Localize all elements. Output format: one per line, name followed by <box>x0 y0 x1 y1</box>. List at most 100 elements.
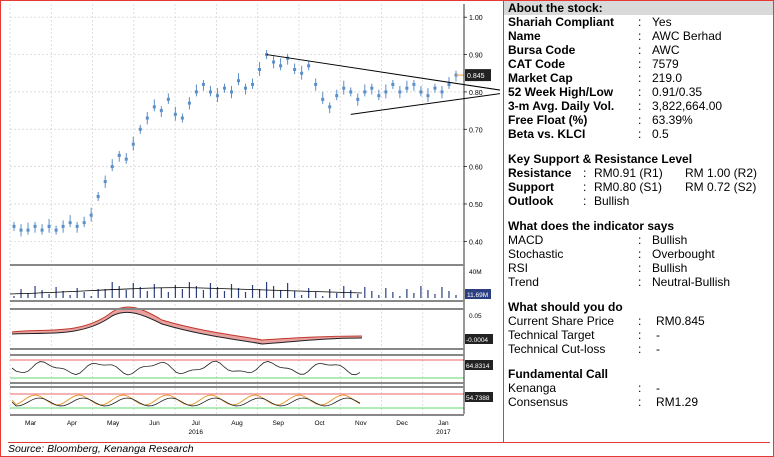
stoch-line <box>11 360 361 376</box>
info-colon: : <box>638 395 642 409</box>
price-candle <box>321 97 325 101</box>
info-row: Bursa Code: AWC <box>504 43 773 57</box>
price-candle <box>131 142 135 146</box>
info-colon: : <box>638 314 642 328</box>
panel-separator <box>10 264 464 266</box>
price-candle <box>159 109 163 113</box>
info-value: RM0.845 <box>656 314 705 328</box>
y-tick-label: 1.00 <box>469 15 483 22</box>
price-candle <box>293 68 297 71</box>
info-value: Neutral-Bullish <box>652 275 731 289</box>
info-row: Free Float (%):63.39% <box>504 113 773 127</box>
fundamental-rows: Kenanga: - Consensus: RM1.29 <box>504 381 773 409</box>
price-candle <box>237 79 241 83</box>
info-value: - <box>656 342 660 356</box>
panel-separator <box>10 308 464 310</box>
price-candle <box>40 228 44 232</box>
y-tick-label: 0.90 <box>469 53 483 60</box>
info-key: Market Cap <box>508 71 573 85</box>
info-key: Current Share Price <box>508 314 615 328</box>
x-year-label: 2017 <box>436 429 451 436</box>
info-colon: : <box>638 15 642 29</box>
info-key: Trend <box>508 275 539 289</box>
price-candle <box>201 82 205 86</box>
fundamental-title: Fundamental Call <box>508 367 609 381</box>
todo-title: What should you do <box>508 300 623 314</box>
y-tick-label: 0.80 <box>469 90 483 97</box>
info-colon: : <box>638 328 642 342</box>
info-value: 7579 <box>652 57 679 71</box>
price-candle <box>286 56 290 60</box>
info-row: RSI: Bullish <box>504 261 773 275</box>
info-value: Yes <box>652 15 672 29</box>
outlook-value: Bullish <box>594 194 630 208</box>
info-key: Consensus <box>508 395 569 409</box>
info-key: Free Float (%) <box>508 113 588 127</box>
price-candle <box>110 165 114 169</box>
resistance-r1: RM0.91 (R1) <box>594 166 663 180</box>
info-colon: : <box>638 99 642 113</box>
price-candle <box>391 82 395 86</box>
info-value: AWC <box>652 43 680 57</box>
info-colon: : <box>638 381 642 395</box>
info-key: 3-m Avg. Daily Vol. <box>508 99 615 113</box>
price-candle <box>54 228 58 232</box>
x-month-label: Jun <box>149 420 160 427</box>
price-candle <box>33 224 37 228</box>
price-candle <box>145 116 149 120</box>
price-candle <box>419 90 423 94</box>
info-key: Shariah Compliant <box>508 15 615 29</box>
price-candle <box>377 94 381 98</box>
price-candle <box>363 90 367 94</box>
price-candle <box>251 82 255 86</box>
info-colon: : <box>638 85 642 99</box>
volume-panel: 40M 11.69M <box>9 269 491 299</box>
info-row: Trend: Neutral-Bullish <box>504 275 773 289</box>
info-colon: : <box>638 71 642 85</box>
outlook-label: Outlook <box>508 194 554 208</box>
panel-separator <box>10 348 464 350</box>
x-month-label: May <box>107 420 120 427</box>
info-colon: : <box>638 127 642 141</box>
price-candle <box>349 90 353 94</box>
panel-separator <box>10 354 464 356</box>
price-candle <box>208 90 212 94</box>
price-candle <box>103 180 107 184</box>
x-month-label: Aug <box>231 420 243 427</box>
info-value: AWC Berhad <box>652 29 722 43</box>
x-month-label: Jan <box>438 420 449 427</box>
info-colon: : <box>638 247 642 261</box>
y-tick-label: 0.50 <box>469 202 483 209</box>
info-row: Stochastic: Overbought <box>504 247 773 261</box>
support-row: Support : RM0.80 (S1) RM 0.72 (S2) <box>508 180 757 194</box>
volume-top-label: 40M <box>469 269 482 276</box>
price-candle <box>412 82 416 86</box>
info-value: Bullish <box>652 233 688 247</box>
x-month-label: Jul <box>192 420 201 427</box>
info-colon: : <box>638 29 642 43</box>
info-colon: : <box>638 43 642 57</box>
about-rows: Shariah Compliant: Yes Name: AWC Berhad Burs… <box>504 15 773 141</box>
price-candle <box>96 195 100 198</box>
price-candle <box>19 228 23 232</box>
info-row: MACD: Bullish <box>504 233 773 247</box>
rsi-signal-line <box>11 397 361 407</box>
triangle-upper-line <box>266 54 500 91</box>
support-title: Key Support & Resistance Level <box>508 152 693 166</box>
rsi-value-tag <box>465 392 493 402</box>
info-value: Overbought <box>652 247 715 261</box>
indicator-title: What does the indicator says <box>508 219 675 233</box>
rsi-panel: 54.7388 <box>10 392 493 409</box>
price-candle <box>328 105 332 109</box>
info-row: Kenanga: - <box>504 381 773 395</box>
triangle-lower-line <box>350 93 500 115</box>
price-candle <box>89 213 93 217</box>
price-candle <box>187 101 191 105</box>
macd-signal-line <box>11 311 363 345</box>
panel-separator <box>10 382 464 384</box>
info-value: - <box>656 381 660 395</box>
info-value: 0.5 <box>652 127 669 141</box>
price-candle <box>307 64 311 68</box>
support-label: Support <box>508 180 554 194</box>
last-price-label: 0.845 <box>467 73 485 80</box>
